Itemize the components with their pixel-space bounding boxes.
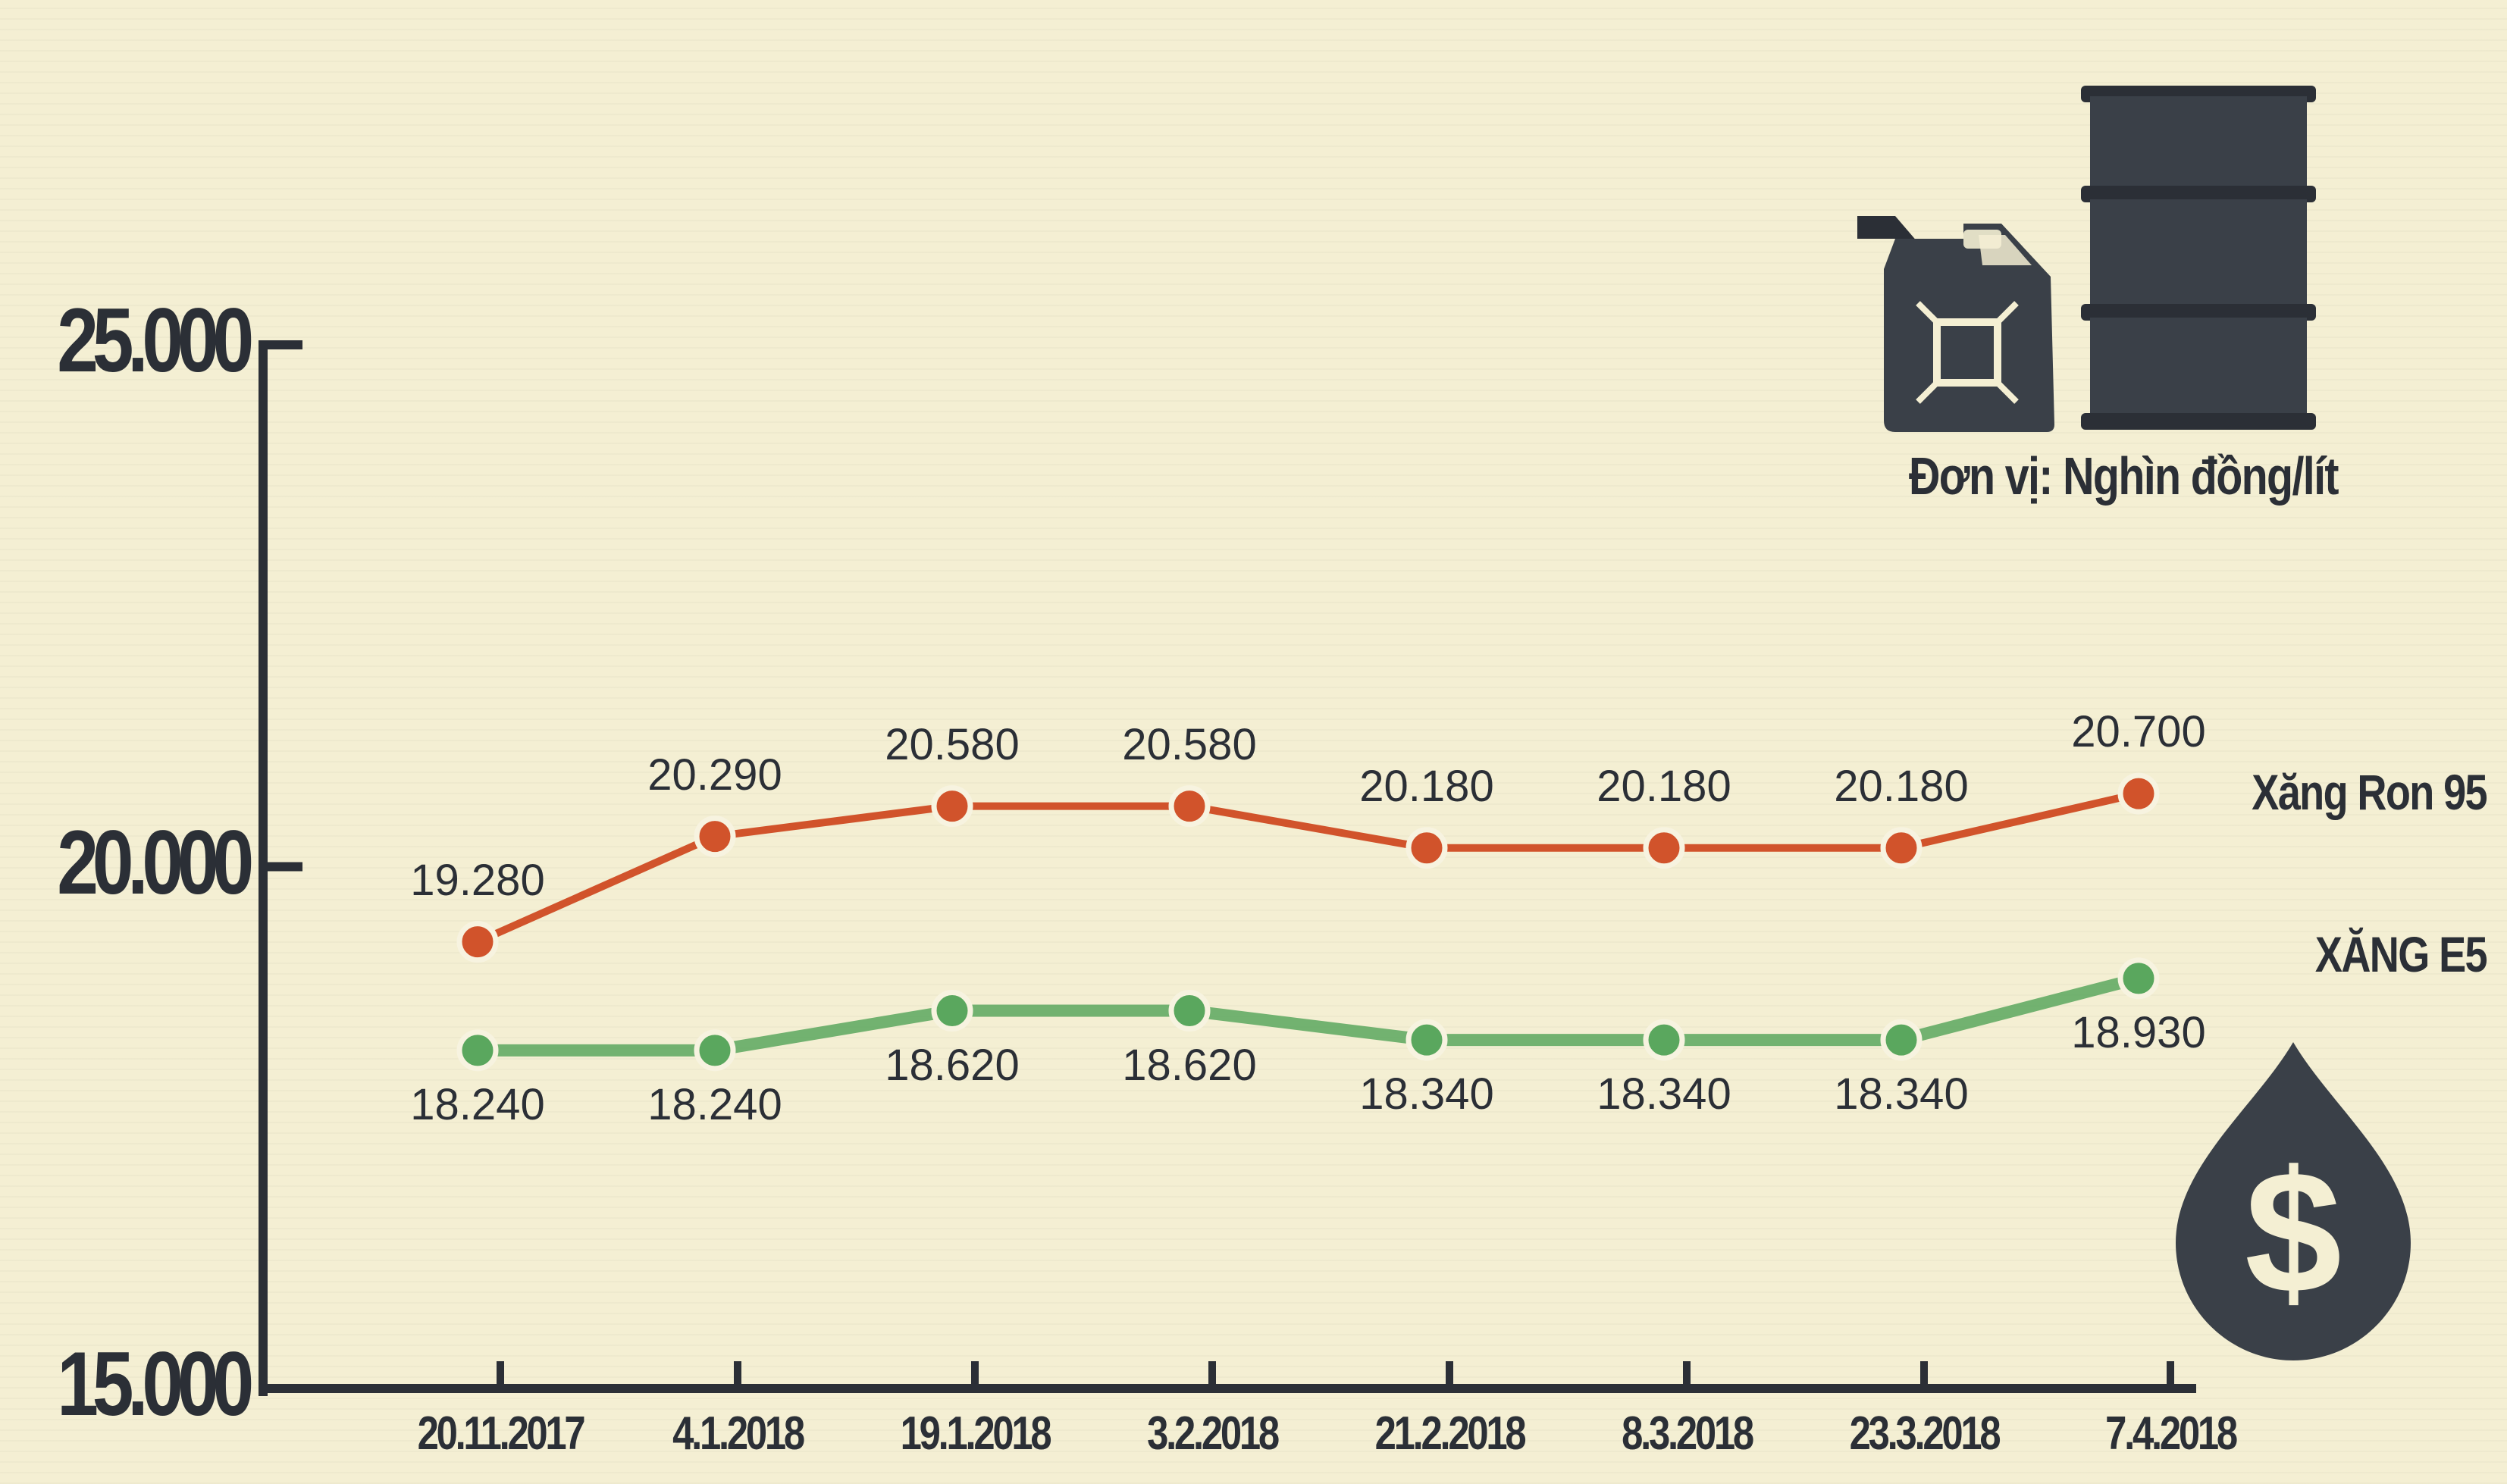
series-line-ron95 [475, 790, 2140, 946]
data-point [1168, 785, 1211, 828]
data-point [931, 785, 973, 828]
y-tick-label: 25.000 [57, 290, 254, 391]
data-label: 18.240 [647, 1079, 782, 1129]
unit-label: Đơn vị: Nghìn đồng/lít [1909, 446, 2339, 506]
data-label: 18.340 [1597, 1069, 1731, 1119]
data-point [1880, 1019, 1923, 1061]
x-tick-label: 21.2.2018 [1374, 1407, 1527, 1460]
data-label: 20.580 [1122, 719, 1257, 769]
data-label: 18.620 [885, 1040, 1020, 1090]
series-name-label: XĂNG E5 [2314, 925, 2488, 982]
series-name-label: Xăng Ron 95 [2252, 764, 2487, 821]
data-label: 18.620 [1122, 1040, 1257, 1090]
oil-drop-dollar-icon: $ [2176, 1042, 2411, 1360]
data-point [2117, 772, 2160, 815]
data-point [1880, 827, 1923, 869]
y-tick-label: 20.000 [57, 811, 254, 913]
data-point [694, 1029, 736, 1072]
jerrycan-icon [1857, 216, 2054, 432]
data-point [1405, 1019, 1448, 1061]
data-label: 19.280 [410, 855, 545, 905]
oil-barrel-icon [2081, 86, 2316, 430]
x-tick-label: 8.3.2018 [1622, 1407, 1754, 1460]
data-point [1643, 827, 1685, 869]
x-tick-label: 20.11.2017 [417, 1407, 586, 1460]
data-point [1405, 827, 1448, 869]
x-tick-label: 23.3.2018 [1849, 1407, 2001, 1460]
data-point [931, 990, 973, 1032]
x-tick-label: 3.2.2018 [1147, 1407, 1280, 1460]
data-point [2117, 957, 2160, 1000]
data-point [1643, 1019, 1685, 1061]
data-label: 20.180 [1359, 761, 1494, 811]
series-line-e5 [478, 972, 2141, 1057]
data-point [694, 816, 736, 858]
data-label: 18.340 [1834, 1069, 1969, 1119]
data-label: 20.700 [2071, 707, 2206, 757]
data-label: 20.180 [1597, 761, 1731, 811]
x-tick-label: 4.1.2018 [672, 1407, 805, 1460]
x-tick-label: 19.1.2018 [900, 1407, 1052, 1460]
data-label: 18.240 [410, 1079, 545, 1129]
data-label: 20.290 [647, 750, 782, 800]
data-point [456, 921, 499, 963]
svg-text:$: $ [2245, 1135, 2342, 1329]
x-tick-label: 7.4.2018 [2105, 1407, 2238, 1460]
data-label: 18.340 [1359, 1069, 1494, 1119]
data-point [1168, 990, 1211, 1032]
data-label: 20.580 [885, 719, 1020, 769]
data-label: 18.930 [2071, 1007, 2206, 1057]
y-tick-label: 15.000 [57, 1333, 254, 1435]
data-label: 20.180 [1834, 761, 1969, 811]
data-point [456, 1029, 499, 1072]
